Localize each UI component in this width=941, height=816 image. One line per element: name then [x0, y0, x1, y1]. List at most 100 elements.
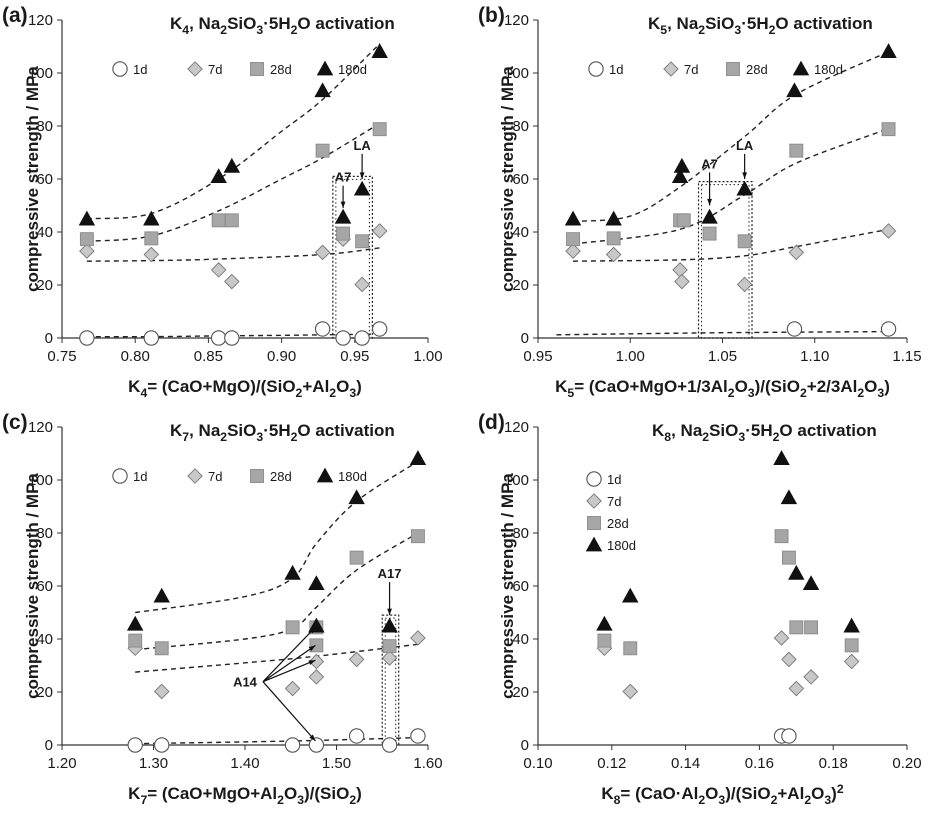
y-tick-label: 60: [512, 578, 529, 595]
data-point-7d: [788, 244, 805, 261]
data-point-28d: [128, 633, 143, 648]
data-point-7d: [153, 683, 170, 700]
data-point-180d: [308, 575, 325, 591]
data-point-7d: [565, 243, 581, 259]
data-point-180d: [701, 208, 718, 224]
data-point-180d: [78, 210, 96, 226]
y-tick-label: 120: [28, 419, 53, 436]
y-tick-label: 120: [504, 12, 529, 29]
highlight-box: [332, 175, 373, 339]
data-point-28d: [349, 550, 364, 565]
legend-marker-180d: [792, 60, 810, 76]
legend-label-180d: 180d: [814, 62, 843, 77]
data-point-28d: [623, 641, 638, 656]
data-point-1d: [371, 321, 388, 337]
x-tick-label: 0.20: [892, 755, 921, 772]
highlight-box: [697, 181, 753, 339]
panel-b: 0 20 40 60 80 100 120 0.95 1.00 1.05 1.10 1.15 (b) K5…: [478, 4, 922, 400]
data-point-1d: [284, 737, 301, 753]
annotation-label: A7: [701, 156, 718, 171]
y-tick-label: 100: [504, 65, 529, 82]
data-point-7d: [284, 680, 301, 697]
panel-letter: (c): [2, 411, 28, 434]
data-point-180d: [788, 564, 805, 580]
data-point-1d: [786, 321, 803, 337]
data-point-180d: [843, 617, 860, 633]
data-point-28d: [737, 234, 752, 249]
data-point-1d: [781, 728, 797, 744]
data-point-1d: [335, 330, 351, 346]
annotation-arrow-head: [387, 608, 392, 616]
data-point-28d: [372, 122, 387, 137]
data-point-180d: [880, 43, 897, 58]
x-tick-label: 0.95: [523, 348, 552, 365]
y-tick-label: 100: [28, 472, 53, 489]
y-tick-label: 20: [36, 684, 53, 701]
x-tick-label: 0.10: [523, 755, 552, 772]
data-point-28d: [781, 550, 796, 565]
data-point-1d: [79, 330, 95, 346]
y-tick-label: 40: [36, 631, 53, 648]
annotation-arrow-head: [309, 734, 316, 742]
data-point-180d: [409, 450, 427, 465]
legend-marker-180d: [316, 467, 334, 483]
legend-marker-1d: [112, 468, 128, 484]
data-point-7d: [622, 683, 639, 700]
trendline: [572, 127, 889, 245]
legend-marker-7d: [586, 493, 602, 509]
annotation-arrow-head: [309, 627, 316, 634]
data-point-1d: [381, 737, 398, 753]
data-point-180d: [622, 587, 639, 603]
data-point-180d: [348, 489, 365, 505]
data-point-28d: [224, 213, 239, 228]
legend-label-180d: 180d: [607, 538, 636, 553]
y-tick-label: 20: [512, 277, 529, 294]
data-point-1d: [210, 330, 227, 346]
data-point-7d: [224, 273, 240, 290]
legend-marker-1d: [112, 61, 128, 77]
trendline: [135, 460, 419, 614]
x-axis-label: K8= (CaO·Al2O3)/(SiO2+Al2O3)2: [601, 782, 844, 807]
x-tick-label: 0.16: [745, 755, 774, 772]
data-point-1d: [127, 737, 143, 753]
data-point-28d: [789, 620, 804, 635]
annotation-label: A7: [335, 170, 352, 185]
x-tick-label: 1.05: [708, 348, 737, 365]
data-point-7d: [314, 244, 331, 261]
highlight-box: [381, 614, 400, 746]
data-point-28d: [315, 143, 330, 158]
data-point-180d: [223, 157, 241, 173]
x-tick-label: 1.20: [47, 755, 76, 772]
trendline: [556, 330, 889, 336]
annotation-label: LA: [736, 138, 754, 153]
annotation-arrow: [262, 659, 316, 683]
legend-label-1d: 1d: [609, 62, 623, 77]
data-point-28d: [774, 529, 789, 544]
x-tick-label: 0.12: [597, 755, 626, 772]
annotation-arrow-head: [308, 660, 316, 665]
data-point-7d: [348, 651, 365, 668]
legend-label-7d: 7d: [607, 494, 621, 509]
data-point-28d: [676, 213, 691, 228]
data-point-180d: [596, 615, 613, 631]
data-point-7d: [880, 223, 897, 239]
y-tick-label: 40: [512, 224, 529, 241]
panel-letter: (b): [478, 4, 505, 27]
x-tick-label: 0.75: [47, 348, 76, 365]
y-tick-label: 40: [512, 631, 529, 648]
trendline: [573, 228, 889, 262]
legend-label-28d: 28d: [607, 516, 629, 531]
legend-label-28d: 28d: [270, 469, 292, 484]
x-tick-label: 1.10: [800, 348, 829, 365]
y-tick-label: 100: [504, 472, 529, 489]
y-axis-label: compressive strength / MPa: [498, 66, 517, 292]
data-point-28d: [79, 232, 94, 247]
data-point-28d: [285, 620, 300, 635]
data-point-7d: [773, 630, 790, 646]
highlight-box-inner: [384, 617, 397, 746]
data-point-28d: [144, 231, 159, 246]
trendline: [135, 532, 419, 651]
legend-marker-180d: [585, 536, 603, 552]
legend-label-7d: 7d: [684, 62, 698, 77]
